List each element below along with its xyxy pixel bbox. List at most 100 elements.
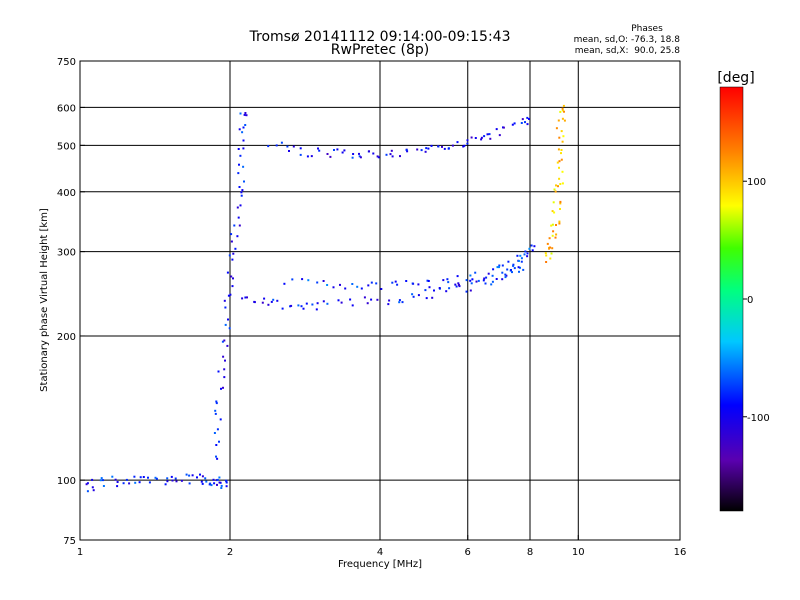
echo-point [214, 409, 217, 412]
echo-point [465, 279, 468, 282]
echo-point [480, 138, 483, 141]
echo-point [237, 148, 240, 150]
echo-point [234, 247, 237, 250]
echo-point [443, 147, 446, 150]
echo-point [555, 184, 557, 187]
echo-point [276, 299, 279, 302]
echo-point [166, 477, 169, 480]
y-tick-label: 500 [57, 141, 76, 152]
echo-point [420, 149, 423, 152]
echo-point [551, 247, 554, 250]
x-axis-label: Frequency [MHz] [338, 559, 422, 570]
echo-point [487, 272, 490, 275]
echo-point [242, 139, 245, 142]
echo-point [546, 242, 549, 245]
echo-point [244, 296, 247, 299]
echo-point [399, 155, 401, 158]
echo-point [225, 485, 228, 488]
echo-point [337, 299, 340, 302]
echo-point [549, 257, 552, 260]
x-tick-label: 2 [227, 547, 233, 558]
echo-point [466, 139, 469, 142]
echo-point [220, 487, 223, 489]
echo-point [501, 271, 504, 274]
echo-point [559, 208, 561, 210]
echo-point [560, 130, 563, 133]
echo-point [92, 489, 95, 492]
echo-point [563, 119, 566, 122]
echo-point [561, 107, 564, 110]
echo-point [220, 387, 222, 390]
echo-point [375, 282, 378, 285]
echo-point [86, 490, 89, 493]
echo-point [306, 155, 309, 158]
echo-point [175, 480, 178, 483]
echo-point [230, 240, 233, 243]
echo-point [512, 263, 515, 266]
echo-point [526, 255, 529, 258]
echo-point [512, 264, 515, 267]
echo-point [555, 127, 558, 130]
echo-point [370, 298, 373, 301]
echo-point [388, 299, 391, 302]
echo-point [501, 264, 504, 267]
echo-point [555, 233, 558, 236]
echo-point [154, 476, 157, 479]
echo-point [244, 112, 247, 114]
echo-point [370, 281, 373, 284]
echo-point [521, 118, 524, 121]
colorbar-label: [deg] [717, 70, 754, 86]
echo-point [205, 480, 208, 483]
echo-point [455, 285, 458, 288]
echo-point [520, 122, 523, 124]
echo-point [426, 279, 429, 282]
echo-point [561, 109, 564, 112]
echo-point [510, 269, 512, 271]
echo-point [216, 428, 219, 431]
echo-point [245, 114, 248, 117]
echo-point [188, 482, 191, 485]
echo-point [114, 478, 117, 481]
echo-point [445, 290, 448, 293]
echo-point [212, 478, 215, 481]
y-tick-label: 200 [57, 332, 76, 343]
echo-point [122, 482, 125, 485]
echo-point [470, 136, 473, 139]
echo-point [438, 287, 441, 289]
echo-point [218, 476, 221, 479]
y-tick-label: 75 [63, 536, 76, 547]
echo-point [495, 128, 498, 131]
echo-point [218, 481, 221, 484]
echo-point [292, 145, 295, 148]
echo-point [561, 182, 564, 185]
echo-point [517, 266, 520, 269]
echo-point [139, 476, 142, 479]
echo-point [456, 141, 459, 144]
echo-point [351, 156, 354, 159]
echo-point [411, 282, 414, 285]
colorbar-tick-label: 100 [747, 177, 766, 188]
echo-point [506, 268, 509, 271]
echo-point [554, 190, 557, 193]
echo-point [366, 302, 369, 305]
echo-point [376, 155, 379, 158]
echo-point [246, 296, 248, 299]
chart-subtitle: RwPretec (8p) [331, 42, 429, 58]
echo-point [230, 233, 233, 236]
echo-point [498, 134, 501, 137]
echo-point [230, 275, 233, 278]
echo-point [351, 304, 354, 307]
echo-point [281, 307, 284, 310]
echo-point [496, 266, 499, 269]
echo-point [552, 230, 555, 233]
echo-point [134, 481, 137, 484]
echo-point [239, 112, 242, 115]
echo-point [561, 170, 564, 173]
echo-point [552, 201, 555, 204]
x-tick-label: 6 [465, 547, 471, 558]
echo-point [238, 186, 241, 188]
echo-point [311, 303, 314, 306]
echo-point [226, 344, 229, 347]
echo-point [511, 271, 513, 274]
echo-point [242, 126, 245, 129]
